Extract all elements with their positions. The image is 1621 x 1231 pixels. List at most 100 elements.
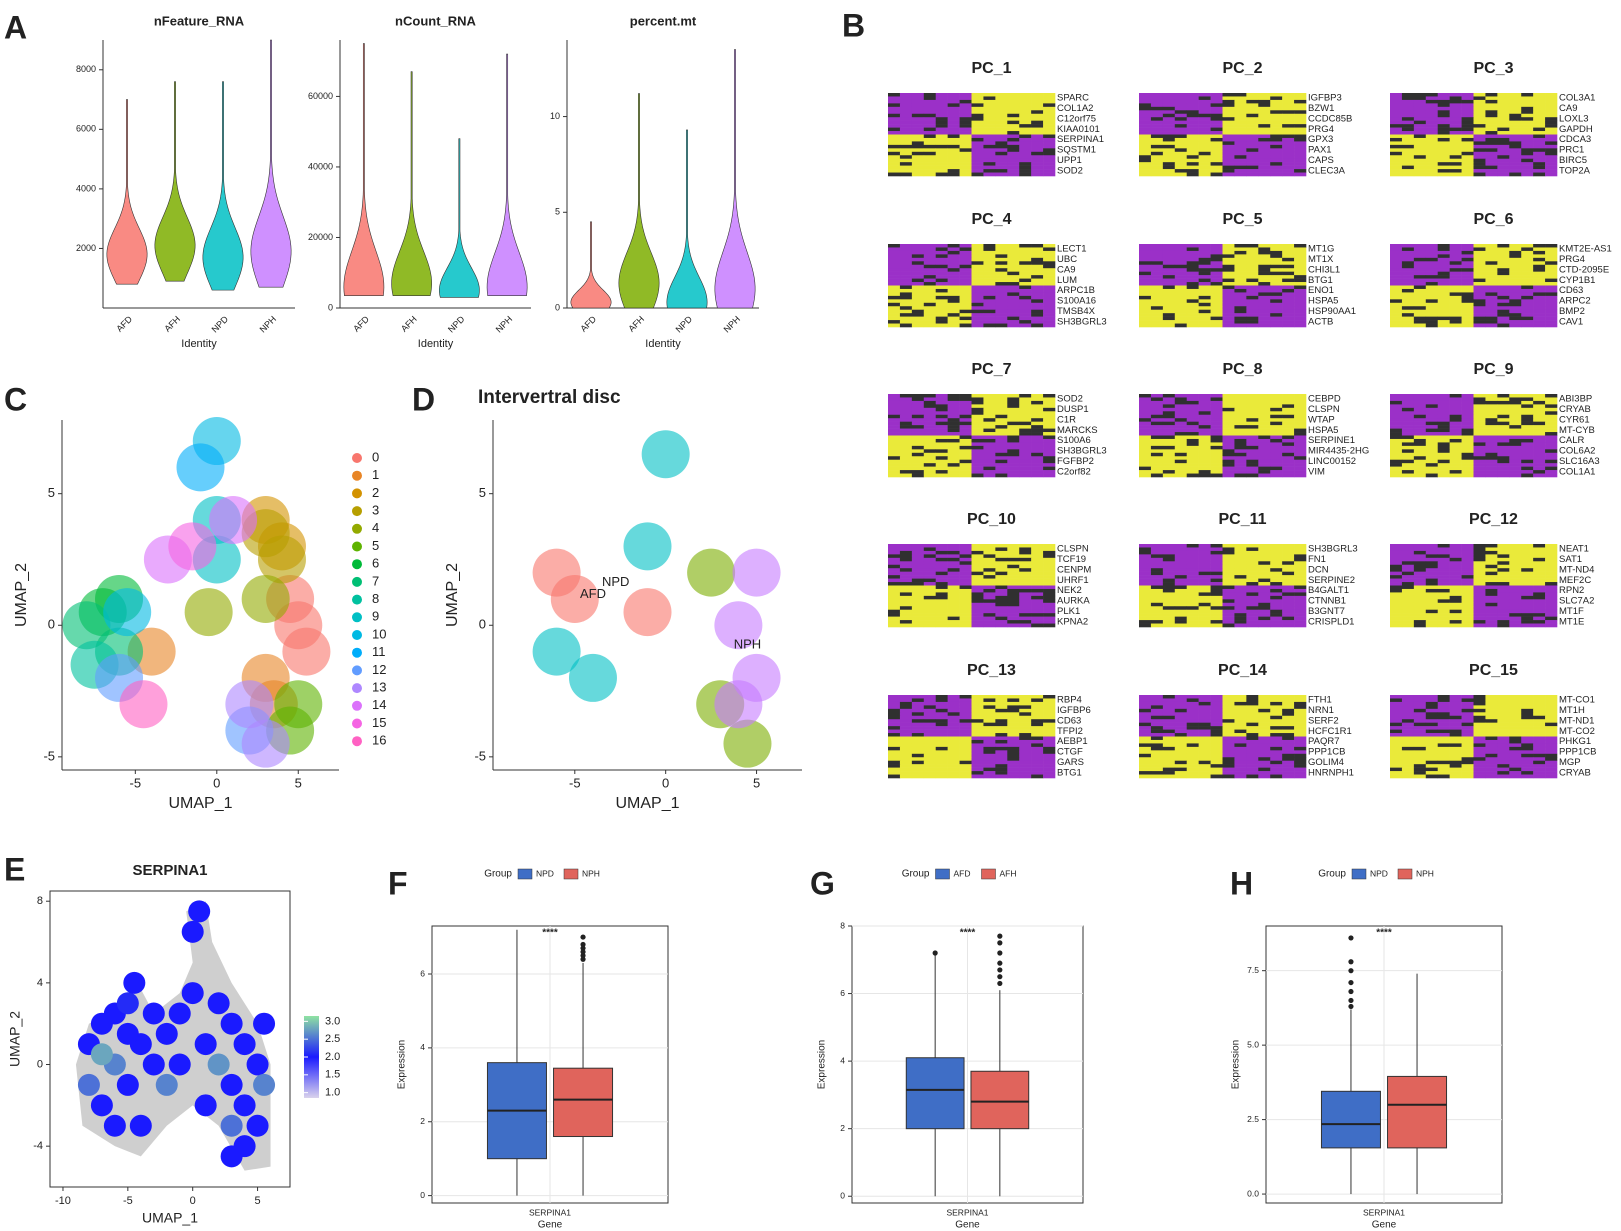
heatmap-cell xyxy=(1485,394,1498,398)
heatmap-cell xyxy=(1222,421,1235,426)
heatmap-cell xyxy=(911,268,925,272)
heatmap-cell xyxy=(1031,438,1044,443)
heatmap-cell xyxy=(1007,285,1020,290)
heatmap-cell xyxy=(1258,313,1271,317)
heatmap-cell xyxy=(1139,134,1152,139)
heatmap-cell xyxy=(1282,595,1295,600)
heatmap-cell xyxy=(899,592,913,597)
heatmap-cell xyxy=(923,302,937,307)
heatmap-cell xyxy=(947,753,960,758)
heatmap-cell xyxy=(1198,616,1211,621)
heatmap-cell xyxy=(1413,449,1427,454)
heatmap-cell xyxy=(1461,421,1474,426)
heatmap-cell xyxy=(923,623,937,628)
heatmap-cell xyxy=(1282,144,1295,149)
heatmap-cell xyxy=(1174,719,1188,723)
heatmap-cell xyxy=(1043,261,1056,266)
heatmap-cell xyxy=(947,698,960,703)
gene-label: GARS xyxy=(1057,757,1084,768)
heatmap-cell xyxy=(1043,425,1056,429)
heatmap-cell xyxy=(1139,602,1152,607)
heatmap-cell xyxy=(1282,708,1295,713)
heatmap-cell xyxy=(947,767,960,772)
heatmap-cell xyxy=(971,165,984,170)
heatmap-cell xyxy=(1210,578,1223,583)
violin xyxy=(618,93,660,309)
heatmap-cell xyxy=(1294,316,1307,321)
heatmap-cell xyxy=(1533,165,1546,170)
heatmap-cell xyxy=(1413,306,1427,311)
heatmap-cell xyxy=(1222,466,1235,471)
heatmap-cell xyxy=(923,733,937,737)
heatmap-cell xyxy=(959,736,972,741)
heatmap-cell xyxy=(1150,466,1164,471)
heatmap-cell xyxy=(1521,151,1534,156)
heatmap-cell xyxy=(1473,117,1486,121)
heatmap-cell xyxy=(1162,613,1176,617)
heatmap-cell xyxy=(995,137,1008,142)
heatmap-cell xyxy=(923,316,937,321)
heatmap-cell xyxy=(1497,148,1510,153)
heatmap-cell xyxy=(947,127,960,132)
heatmap-cell xyxy=(1401,93,1415,97)
heatmap-cell xyxy=(1246,463,1259,467)
heatmap-cell xyxy=(1007,282,1020,286)
heatmap-cell xyxy=(1509,320,1522,324)
heatmap-cell xyxy=(1139,733,1152,737)
heatmap-cell xyxy=(1150,774,1164,779)
heatmap-cell xyxy=(888,93,901,97)
heatmap-cell xyxy=(1545,309,1558,314)
heatmap-cell xyxy=(1198,264,1211,269)
heatmap-cell xyxy=(1210,592,1223,597)
heatmap-cell xyxy=(971,158,984,163)
heatmap-cell xyxy=(947,712,960,717)
heatmap-cell xyxy=(1162,550,1176,555)
heatmap-cell xyxy=(1282,137,1295,142)
heatmap-cell xyxy=(1282,155,1295,160)
heatmap-cell xyxy=(1031,106,1044,111)
gene-label: CTD-2095E xyxy=(1559,264,1609,275)
heatmap-cell xyxy=(899,715,913,720)
heatmap-cell xyxy=(1162,268,1176,272)
heatmap-cell xyxy=(1162,599,1176,604)
heatmap-cell xyxy=(1019,155,1032,160)
heatmap-cell xyxy=(1019,750,1032,755)
heatmap-cell xyxy=(959,320,972,324)
heatmap-cell xyxy=(923,400,937,405)
heatmap-cell xyxy=(1031,254,1044,259)
heatmap-cell xyxy=(1425,306,1439,311)
heatmap-cell xyxy=(1545,407,1558,412)
heatmap-cell xyxy=(899,428,913,433)
heatmap-cell xyxy=(1210,568,1223,572)
heatmap-cell xyxy=(1019,592,1032,597)
heatmap-cell xyxy=(971,449,984,454)
heatmap-cell xyxy=(1485,719,1498,723)
heatmap-cell xyxy=(1139,169,1152,173)
heatmap-cell xyxy=(1294,425,1307,429)
heatmap-cell xyxy=(1449,295,1462,300)
heatmap-cell xyxy=(1282,117,1295,121)
heatmap-cell xyxy=(1139,428,1152,433)
heatmap-cell xyxy=(1461,397,1474,402)
heatmap-cell xyxy=(1509,309,1522,314)
heatmap-cell xyxy=(1258,117,1271,121)
heatmap-cell xyxy=(959,554,972,559)
heatmap-cell xyxy=(1210,425,1223,429)
heatmap-cell xyxy=(1007,407,1020,412)
heatmap-cell xyxy=(923,595,937,600)
heatmap-cell xyxy=(1043,103,1056,108)
heatmap-cell xyxy=(1497,99,1510,104)
heatmap-cell xyxy=(1437,623,1450,628)
heatmap-cell xyxy=(1509,271,1522,276)
heatmap-cell xyxy=(935,113,948,118)
heatmap-cell xyxy=(983,137,996,142)
heatmap-cell xyxy=(1139,585,1152,590)
heatmap-cell xyxy=(1270,620,1283,624)
heatmap-cell xyxy=(1473,134,1486,139)
heatmap-cell xyxy=(995,599,1008,604)
heatmap-cell xyxy=(1521,613,1534,617)
heatmap-cell xyxy=(947,96,960,101)
heatmap-cell xyxy=(1246,268,1259,272)
heatmap-cell xyxy=(1461,275,1474,279)
